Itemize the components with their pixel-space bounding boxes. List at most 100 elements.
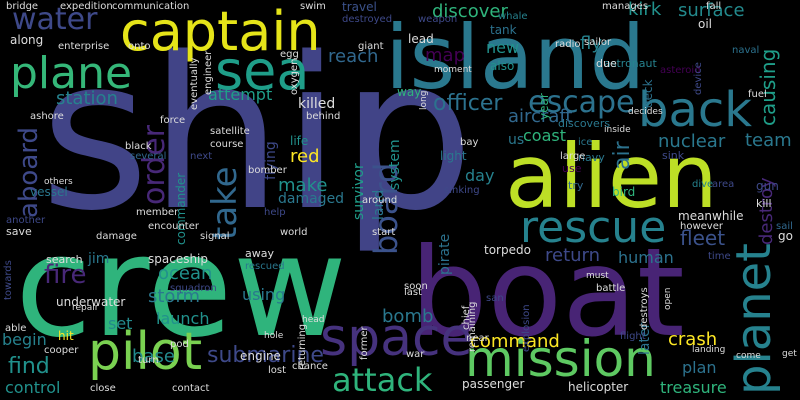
word: behind [306, 111, 341, 122]
word: several [130, 151, 167, 162]
word: force [160, 115, 186, 126]
word: battle [596, 283, 626, 294]
word: escape [528, 85, 635, 120]
word: sailor [584, 37, 612, 48]
word: command [470, 331, 560, 352]
word: passenger [462, 377, 525, 391]
word: human [618, 248, 674, 267]
word: chief [461, 305, 472, 330]
word: get [782, 349, 797, 359]
word: navy [578, 151, 605, 164]
word: bomber [248, 165, 287, 176]
word: ashore [30, 111, 64, 122]
word: sea [215, 39, 310, 102]
word: contact [172, 383, 210, 394]
word: return [545, 245, 601, 266]
word: alien [505, 125, 718, 228]
word: device [693, 62, 704, 95]
word: save [6, 225, 32, 238]
word: destroyed [342, 14, 393, 25]
word: day [465, 166, 495, 185]
word: new [486, 38, 520, 57]
word: start [372, 227, 396, 238]
word: weapon [418, 14, 458, 25]
word: causing [756, 48, 780, 126]
word: use [562, 162, 582, 175]
word: next [190, 151, 213, 162]
word: life [290, 134, 309, 148]
word: torpedo [484, 243, 531, 257]
word: able [5, 323, 27, 334]
word: sink [662, 149, 685, 162]
word: crew [15, 206, 348, 369]
word: take [205, 166, 245, 240]
word: base [132, 346, 175, 367]
word: jim [88, 251, 110, 267]
word: surface [678, 0, 745, 21]
word: sail [776, 221, 793, 232]
word: kill [756, 197, 772, 210]
word: large [560, 151, 586, 162]
word: cooper [44, 345, 79, 356]
word: mission [465, 330, 656, 388]
word: storm [148, 286, 201, 307]
word: pilot [88, 322, 203, 382]
word: gun [756, 179, 779, 193]
word: however [680, 221, 723, 232]
word: submarine [207, 343, 324, 368]
word: helicopter [568, 380, 629, 394]
word: system [387, 139, 403, 190]
word: course [210, 139, 244, 150]
word: open [663, 287, 673, 310]
word: aircraft [508, 106, 573, 127]
word: fall [706, 1, 722, 12]
word: red [290, 146, 320, 167]
word: away [245, 247, 274, 260]
word: along [10, 33, 44, 47]
word: must [586, 271, 609, 281]
word: close [90, 383, 116, 394]
word: planet [726, 243, 782, 395]
word: crash [668, 329, 718, 350]
word: last [404, 287, 423, 298]
word: captain [120, 0, 321, 63]
word: fly [580, 33, 602, 54]
word: help [264, 207, 286, 218]
word: deck [641, 79, 655, 108]
word: pod [170, 339, 189, 350]
word: bomb [382, 306, 434, 327]
word: signal [200, 231, 230, 242]
word: oil [698, 17, 713, 31]
word: station [56, 88, 118, 109]
word: swim [300, 1, 326, 12]
word: engine [240, 349, 281, 363]
word: treasure [660, 378, 727, 397]
word: former [359, 326, 370, 360]
word: bird [612, 185, 636, 199]
word: island [385, 6, 646, 109]
word: kirk [628, 0, 662, 20]
word: back [638, 82, 753, 138]
word: nuclear [658, 131, 726, 152]
word: bridge [6, 1, 39, 12]
word: world [280, 227, 308, 238]
word: onto [128, 41, 151, 52]
word: underwater [56, 295, 126, 309]
word: also [490, 59, 515, 73]
word: eventually [189, 57, 200, 110]
word: using [242, 285, 286, 304]
word: make [278, 175, 328, 196]
word: expedition [60, 1, 113, 12]
word: space [320, 308, 473, 368]
word: astronaut [604, 57, 657, 70]
word: fleet [680, 226, 726, 250]
word: fuel [748, 89, 767, 100]
word: egg [280, 49, 299, 60]
word: naval [732, 45, 760, 56]
word: time [708, 251, 731, 262]
word: communication [112, 1, 190, 12]
word: decides [628, 107, 663, 117]
word: hole [264, 331, 284, 341]
word: chance [292, 361, 328, 372]
word: spaceship [148, 252, 209, 266]
